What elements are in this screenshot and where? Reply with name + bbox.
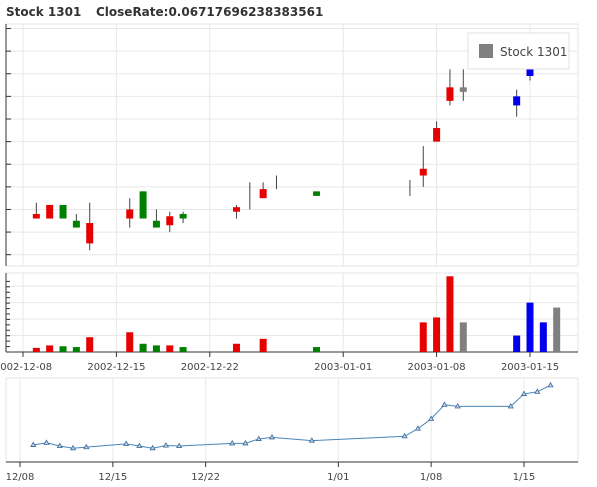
close-rate-label: CloseRate:0.06717696238383561: [96, 5, 324, 19]
line-point-marker: [428, 415, 435, 421]
legend-label: Stock 1301: [500, 45, 568, 59]
candle-body: [259, 189, 267, 199]
candle-body: [59, 204, 67, 219]
legend: Stock 1301: [467, 32, 570, 70]
volume-x-tick-label: 2003-01-01: [314, 362, 372, 373]
volume-bar: [553, 307, 561, 352]
line-point-marker: [414, 425, 421, 431]
line-point-marker: [255, 435, 262, 441]
line-x-tick-label: 12/08: [6, 472, 35, 483]
candle-body: [32, 213, 40, 219]
candle-body: [86, 223, 94, 244]
close-price-line: [33, 384, 551, 449]
volume-bar: [526, 302, 534, 352]
candle-body: [46, 204, 54, 219]
candle-body: [433, 128, 441, 142]
volume-bar: [179, 347, 187, 352]
line-point-marker: [401, 432, 408, 439]
volume-bar: [539, 322, 547, 352]
volume-bar: [46, 345, 54, 352]
volume-bar: [446, 276, 454, 352]
volume-bar: [72, 347, 80, 352]
line-point-marker: [242, 439, 249, 446]
line-point-marker: [507, 403, 514, 409]
line-x-tick-label: 12/22: [191, 472, 220, 483]
volume-bar: [313, 347, 321, 352]
volume-bar: [166, 345, 174, 352]
candle-body: [139, 191, 147, 219]
line-point-marker: [43, 439, 50, 445]
volume-panel: 2002-12-08 2002-12-15 2002-12-22 2003-01-01…: [0, 272, 579, 373]
candle-body: [459, 87, 467, 92]
volume-bar: [152, 345, 160, 352]
volume-x-tick-label: 2002-12-15: [87, 362, 145, 373]
line-x-tick-label: 1/08: [420, 472, 442, 483]
chart-header: Stock 1301 CloseRate:0.06717696238383561: [0, 5, 597, 23]
line-point-marker: [268, 433, 276, 440]
line-point-marker: [229, 439, 236, 446]
volume-bar: [232, 343, 240, 352]
candle-body: [313, 191, 321, 196]
candle-body: [513, 96, 521, 106]
volume-x-tick-label: 2003-01-15: [501, 362, 559, 373]
line-point-marker: [308, 437, 315, 443]
line-x-tick-label: 12/15: [98, 472, 127, 483]
candle-body: [72, 220, 80, 228]
candle-body: [232, 207, 240, 212]
volume-x-tick-label: 2002-12-08: [0, 362, 52, 373]
line-point-marker: [136, 442, 143, 449]
volume-bar: [513, 335, 521, 352]
line-point-marker: [30, 441, 37, 447]
volume-bar: [86, 337, 94, 352]
candle-body: [419, 168, 427, 176]
candle-body: [166, 216, 174, 226]
line-point-marker: [520, 390, 528, 396]
line-point-marker: [547, 381, 554, 388]
line-x-tick-label: 1/01: [327, 472, 349, 483]
line-point-marker: [176, 442, 183, 449]
volume-bar: [259, 338, 267, 352]
volume-bar: [139, 343, 147, 352]
line-point-marker: [162, 442, 169, 448]
line-point-marker: [83, 443, 90, 450]
line-point-marker: [534, 388, 541, 394]
volume-x-tick-label: 2002-12-22: [181, 362, 239, 373]
candle-body: [126, 209, 134, 219]
line-point-marker: [123, 440, 130, 446]
volume-bar: [433, 317, 441, 352]
line-x-tick-label: 1/15: [513, 472, 535, 483]
line-point-marker: [149, 444, 156, 451]
volume-bar: [32, 347, 40, 352]
line-point-marker: [56, 442, 63, 449]
legend-swatch: [479, 44, 493, 58]
volume-bar: [59, 346, 67, 352]
volume-bar: [459, 322, 467, 352]
line-point-marker: [454, 403, 461, 409]
candle-body: [179, 213, 187, 219]
line-point-marker: [69, 444, 77, 451]
line-point-marker: [441, 401, 448, 407]
volume-x-tick-label: 2003-01-08: [408, 362, 466, 373]
volume-bar: [419, 322, 427, 352]
volume-bar: [126, 332, 134, 352]
candle-body: [446, 87, 454, 101]
line-plot-area: [5, 377, 579, 463]
candle-body: [152, 220, 160, 228]
close-line-panel: 12/08 12/15 12/22 1/01 1/08 1/15: [5, 377, 579, 483]
stock-label: Stock 1301: [6, 5, 82, 19]
